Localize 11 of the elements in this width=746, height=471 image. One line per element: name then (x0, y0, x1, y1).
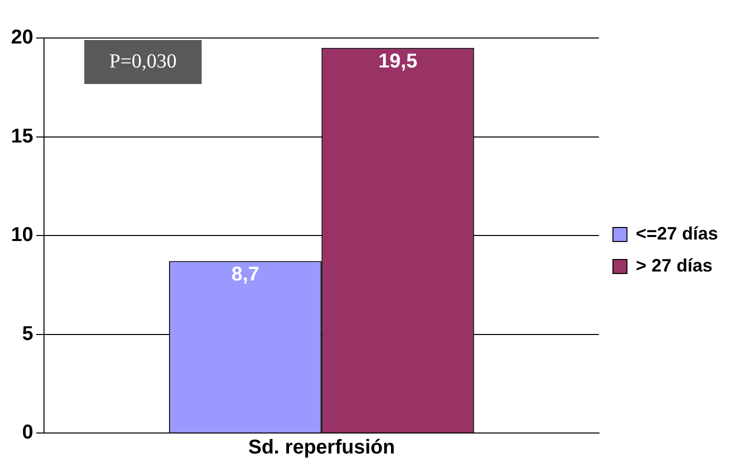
legend-label: <=27 días (636, 223, 718, 244)
y-tick-label: 0 (22, 422, 34, 444)
annotation: P=0,030 (109, 50, 177, 72)
y-tick-label: 10 (10, 224, 34, 246)
y-tick-label: 5 (22, 322, 34, 345)
legend-label: > 27 días (636, 255, 712, 276)
data-label: 8,7 (231, 264, 260, 286)
data-label: 19,5 (378, 50, 418, 72)
y-tick-label: 20 (10, 26, 34, 49)
x-tick-label: Sd. reperfusión (248, 436, 395, 459)
y-tick-label: 15 (10, 125, 34, 148)
